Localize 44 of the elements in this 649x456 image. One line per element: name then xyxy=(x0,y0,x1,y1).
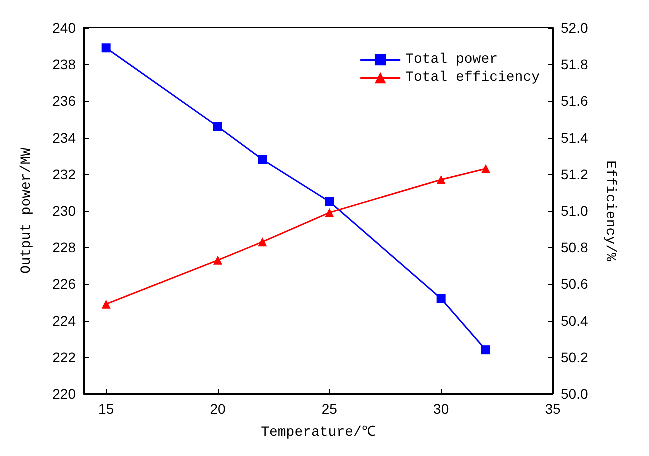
x-axis-title: Temperature/℃ xyxy=(261,425,376,441)
y2-tick-label: 51.8 xyxy=(561,56,588,73)
y2-tick-label: 51.6 xyxy=(561,93,588,110)
y2-axis-title: Efficiency/% xyxy=(602,160,618,262)
point xyxy=(325,197,334,206)
point xyxy=(102,44,111,53)
point xyxy=(325,208,334,218)
point xyxy=(214,122,222,132)
point xyxy=(436,294,446,304)
point xyxy=(258,238,268,247)
x-tick-label: 25 xyxy=(322,401,338,417)
y-tick-label: 220 xyxy=(52,386,76,402)
y2-tick-label: 50.6 xyxy=(561,276,588,292)
x-tick-label: 20 xyxy=(210,401,226,417)
y-tick-label: 232 xyxy=(52,166,76,182)
y2-tick-label: 50.0 xyxy=(561,386,588,402)
legend-label: Total power xyxy=(406,52,498,68)
y-tick-label: 226 xyxy=(52,276,76,292)
y2-tick-label: 50.8 xyxy=(561,240,588,256)
y-tick-label: 240 xyxy=(52,20,76,36)
point xyxy=(436,175,446,184)
y-tick-label: 238 xyxy=(52,56,76,73)
point xyxy=(258,155,268,164)
y2-tick-label: 51.2 xyxy=(561,166,588,182)
y2-tick-label: 50.2 xyxy=(561,349,588,366)
y-tick-label: 222 xyxy=(52,349,76,366)
y2-tick-label: 50.4 xyxy=(561,312,588,329)
y2-tick-label: 51.0 xyxy=(561,203,588,219)
legend-label: Total efficiency xyxy=(406,70,540,86)
point xyxy=(214,256,222,265)
x-tick-label: 15 xyxy=(98,401,114,417)
y-axis-title: Output power/MW xyxy=(19,147,35,274)
y-tick-label: 224 xyxy=(52,312,76,329)
point xyxy=(482,346,490,355)
y-tick-label: 228 xyxy=(52,240,76,256)
x-tick-label: 35 xyxy=(545,401,561,417)
x-tick-label: 30 xyxy=(434,401,450,417)
point xyxy=(102,300,111,309)
point xyxy=(482,164,490,174)
y2-tick-label: 52.0 xyxy=(561,20,588,36)
y-tick-label: 236 xyxy=(52,93,76,110)
y-tick-label: 234 xyxy=(52,130,76,146)
y-tick-label: 230 xyxy=(52,203,76,219)
y2-tick-label: 51.4 xyxy=(561,130,588,146)
